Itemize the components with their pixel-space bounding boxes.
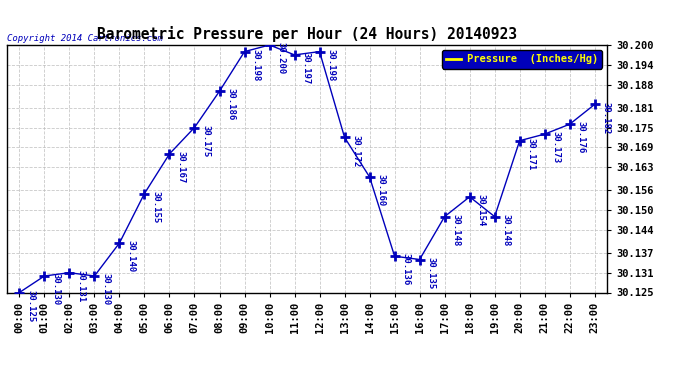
Text: 30.171: 30.171 <box>526 138 535 170</box>
Text: 30.175: 30.175 <box>201 125 210 157</box>
Text: 30.130: 30.130 <box>51 273 60 306</box>
Text: 30.186: 30.186 <box>226 88 235 121</box>
Text: 30.148: 30.148 <box>502 214 511 246</box>
Text: 30.135: 30.135 <box>426 257 435 289</box>
Text: 30.197: 30.197 <box>302 52 310 84</box>
Text: 30.148: 30.148 <box>451 214 460 246</box>
Text: 30.173: 30.173 <box>551 131 560 164</box>
Text: 30.167: 30.167 <box>177 151 186 183</box>
Legend: Pressure  (Inches/Hg): Pressure (Inches/Hg) <box>442 50 602 69</box>
Text: 30.160: 30.160 <box>377 174 386 207</box>
Text: 30.140: 30.140 <box>126 240 135 273</box>
Text: 30.125: 30.125 <box>26 290 35 322</box>
Text: 30.198: 30.198 <box>251 49 260 81</box>
Text: 30.176: 30.176 <box>577 122 586 154</box>
Text: 30.198: 30.198 <box>326 49 335 81</box>
Text: 30.155: 30.155 <box>151 191 160 223</box>
Text: 30.172: 30.172 <box>351 135 360 167</box>
Text: 30.200: 30.200 <box>277 42 286 75</box>
Text: 30.154: 30.154 <box>477 194 486 226</box>
Text: 30.130: 30.130 <box>101 273 110 306</box>
Title: Barometric Pressure per Hour (24 Hours) 20140923: Barometric Pressure per Hour (24 Hours) … <box>97 27 517 42</box>
Text: 30.182: 30.182 <box>602 102 611 134</box>
Text: 30.131: 30.131 <box>77 270 86 302</box>
Text: 30.136: 30.136 <box>402 254 411 286</box>
Text: Copyright 2014 Cartronics.com: Copyright 2014 Cartronics.com <box>7 33 163 42</box>
